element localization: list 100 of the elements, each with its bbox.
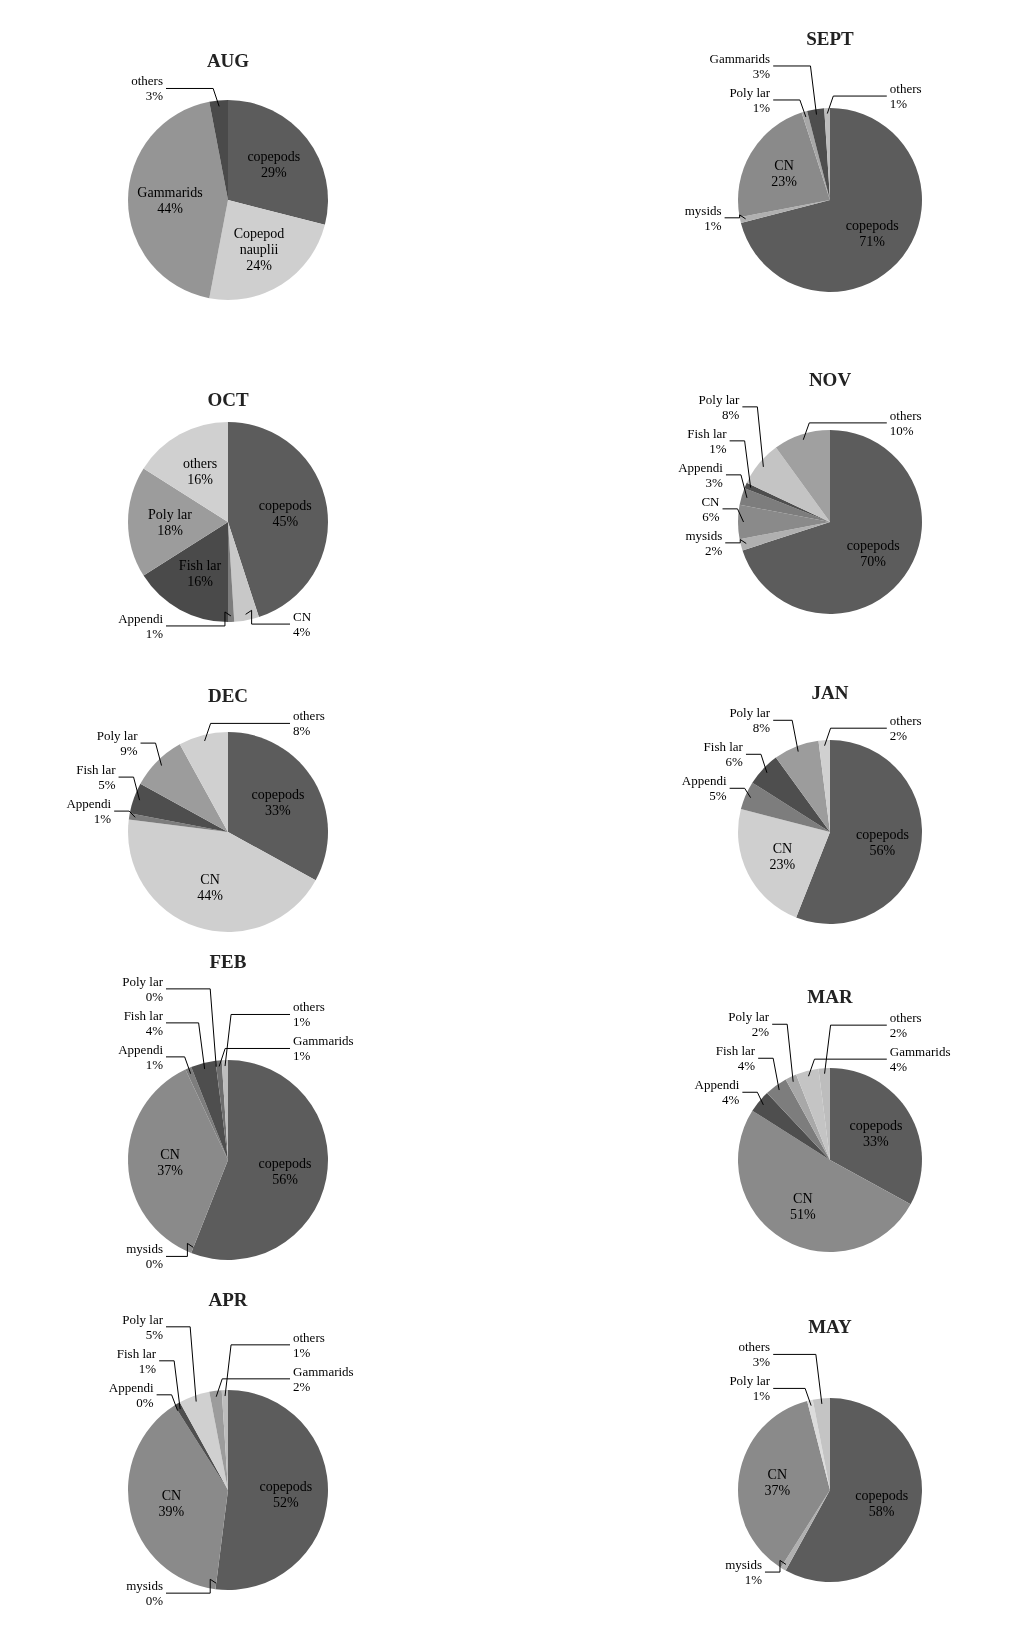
data-label: 6% xyxy=(702,508,720,524)
text: 0% xyxy=(145,1593,163,1609)
pie-slice xyxy=(796,1068,830,1160)
legend-label: mysids xyxy=(126,1241,163,1257)
pie-slice xyxy=(744,482,830,522)
pie-slice xyxy=(209,100,228,200)
slice-label: copepods xyxy=(258,497,312,513)
legend-label: mysids xyxy=(126,1578,163,1594)
pie-slice xyxy=(807,108,830,200)
category-label: Appendi xyxy=(108,1379,154,1395)
pie-slice xyxy=(140,744,228,832)
pie-slice xyxy=(179,1391,228,1490)
pie-slice xyxy=(128,101,228,299)
pie-slice xyxy=(209,1390,228,1490)
slice-label: Poly lar xyxy=(96,728,139,744)
slice-label: Fish lar xyxy=(178,557,222,573)
data-label: 2% xyxy=(889,728,908,744)
slice-label: Appendi xyxy=(66,796,112,812)
data-label: 1% xyxy=(145,1056,164,1072)
text: 0% xyxy=(145,988,163,1004)
data-label: 58% xyxy=(868,1504,895,1520)
slice-label: Fish lar xyxy=(123,1007,164,1023)
data-label: 51% xyxy=(790,1206,816,1222)
data-label: 2% xyxy=(293,1378,311,1394)
data-label: 9% xyxy=(120,743,138,759)
slice-label: Poly lar xyxy=(728,1009,770,1025)
chart-title: MAY xyxy=(808,1316,853,1338)
slice-label: Appendi xyxy=(694,1077,740,1093)
data-label: 39% xyxy=(158,1503,185,1519)
chart-title: AUG xyxy=(206,50,250,72)
data-label: 44% xyxy=(157,201,184,216)
slice-label: Copepod nauplii xyxy=(233,225,285,257)
slice-label: copepods xyxy=(259,1478,313,1494)
pie-slice xyxy=(796,740,922,924)
slice-label: Appendi xyxy=(118,1041,164,1057)
data-label: 3% xyxy=(145,88,164,104)
slice-label: copepods xyxy=(846,538,900,554)
slice-label: Fish lar xyxy=(687,425,728,441)
pie-slice xyxy=(739,488,830,522)
data-label: 2% xyxy=(751,1024,770,1040)
pie-slice xyxy=(746,447,830,522)
slice-label: Gammarids xyxy=(137,185,203,200)
data-label: 4% xyxy=(293,624,311,640)
data-label: 29% xyxy=(260,165,287,181)
data-label: 1% xyxy=(293,1014,311,1030)
pie-slice xyxy=(801,110,830,200)
data-label: 4% xyxy=(145,1022,164,1038)
slice-label: Gammarids xyxy=(293,1363,354,1379)
data-label: 3% xyxy=(752,1354,771,1370)
slice-label: others xyxy=(293,708,325,724)
data-label: 4% xyxy=(737,1058,756,1074)
slice-label: copepods xyxy=(855,1488,909,1504)
data-label: 33% xyxy=(863,1133,890,1149)
data-label: 4% xyxy=(722,1092,740,1108)
slice-label: others xyxy=(738,1339,771,1355)
pie-slice xyxy=(185,1067,228,1160)
slice-label: Fish lar xyxy=(76,762,117,778)
data-label: 70% xyxy=(860,554,887,570)
pie-slice xyxy=(209,200,325,300)
data-label: 1% xyxy=(752,99,771,115)
slice-label: copepods xyxy=(855,827,909,842)
data-label: 56% xyxy=(869,843,896,858)
data-label: 16% xyxy=(187,472,214,488)
slice-label: CN xyxy=(793,1190,813,1206)
data-label: 45% xyxy=(272,513,299,529)
slice-label: Poly lar xyxy=(729,84,771,100)
data-label: 3% xyxy=(705,474,724,490)
slice-label: Gammarids xyxy=(709,50,771,66)
data-label: 5% xyxy=(709,788,727,804)
slice-label: copepods xyxy=(845,217,899,233)
slice-label: copepods xyxy=(251,787,305,803)
slice-label: Poly lar xyxy=(698,391,741,407)
data-label: 10% xyxy=(889,422,914,438)
slice-label: CN xyxy=(293,609,312,625)
data-label: 24% xyxy=(246,257,273,273)
data-label: 1% xyxy=(293,1344,311,1360)
pie-slice xyxy=(174,1402,228,1490)
slice-label: others xyxy=(293,1329,325,1345)
data-label: 4% xyxy=(889,1059,908,1075)
slice-label: others xyxy=(889,713,922,729)
data-label: 44% xyxy=(197,888,224,904)
slice-label: others xyxy=(889,407,922,423)
chart-title: FEB xyxy=(209,950,247,972)
slice-label: CN xyxy=(160,1146,180,1162)
pie-slice xyxy=(812,1398,830,1490)
slice-label: CN xyxy=(161,1487,182,1503)
pie-slice xyxy=(740,782,830,832)
pie-slice xyxy=(738,809,830,918)
pie-slice xyxy=(215,1390,328,1590)
pie-slice xyxy=(191,1060,228,1160)
slice-label: mysids xyxy=(684,202,722,218)
slice-label: mysids xyxy=(725,1557,762,1573)
data-label: 1% xyxy=(138,1360,157,1376)
data-label: 5% xyxy=(98,777,116,793)
pie-slice xyxy=(191,1060,328,1260)
chart-title: OCT xyxy=(207,389,249,410)
data-label: 37% xyxy=(157,1162,184,1178)
slice-label: others xyxy=(131,73,163,89)
slice-label: Fish lar xyxy=(715,1043,756,1059)
data-label: 52% xyxy=(273,1494,300,1510)
